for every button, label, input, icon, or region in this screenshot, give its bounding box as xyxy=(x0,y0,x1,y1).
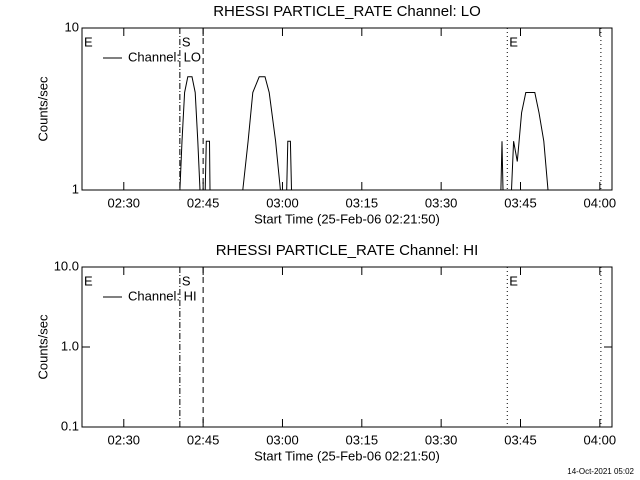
y-tick-label: 1 xyxy=(72,181,79,196)
x-tick-label: 03:00 xyxy=(266,195,299,210)
annotation: E xyxy=(509,273,518,288)
y-tick-label: 10.0 xyxy=(54,258,79,273)
y-tick-label: 0.1 xyxy=(61,418,79,433)
x-tick-label: 04:00 xyxy=(584,195,617,210)
y-axis-label: Counts/sec xyxy=(35,314,50,380)
y-tick-label: 10 xyxy=(65,19,79,34)
x-tick-label: 03:45 xyxy=(504,432,537,447)
x-tick-label: 02:30 xyxy=(108,195,141,210)
annotation: E xyxy=(84,273,93,288)
plot-frame xyxy=(81,27,613,191)
x-tick-label: 03:00 xyxy=(266,432,299,447)
x-tick-label: 03:15 xyxy=(346,195,379,210)
chart-title: RHESSI PARTICLE_RATE Channel: HI xyxy=(216,242,479,259)
x-axis-label: Start Time (25-Feb-06 02:21:50) xyxy=(254,448,440,463)
x-tick-label: 03:15 xyxy=(346,432,379,447)
annotation: S xyxy=(182,34,191,49)
x-tick-label: 02:45 xyxy=(187,195,220,210)
chart-title: RHESSI PARTICLE_RATE Channel: LO xyxy=(213,3,481,20)
annotation: S xyxy=(182,273,191,288)
x-tick-label: 03:30 xyxy=(425,432,458,447)
x-tick-label: 03:30 xyxy=(425,195,458,210)
y-tick-label: 1.0 xyxy=(61,338,79,353)
legend-label: Channel: HI xyxy=(128,288,197,303)
x-tick-label: 02:30 xyxy=(108,432,141,447)
footer: 14-Oct-2021 05:02 xyxy=(567,467,634,476)
annotation: E xyxy=(84,34,93,49)
annotation: E xyxy=(509,34,518,49)
x-tick-label: 02:45 xyxy=(187,432,220,447)
y-axis-label: Counts/sec xyxy=(35,76,50,142)
series-line xyxy=(179,76,549,191)
legend-label: Channel: LO xyxy=(128,49,201,64)
x-tick-label: 03:45 xyxy=(504,195,537,210)
x-tick-label: 04:00 xyxy=(584,432,617,447)
x-axis-label: Start Time (25-Feb-06 02:21:50) xyxy=(254,211,440,226)
